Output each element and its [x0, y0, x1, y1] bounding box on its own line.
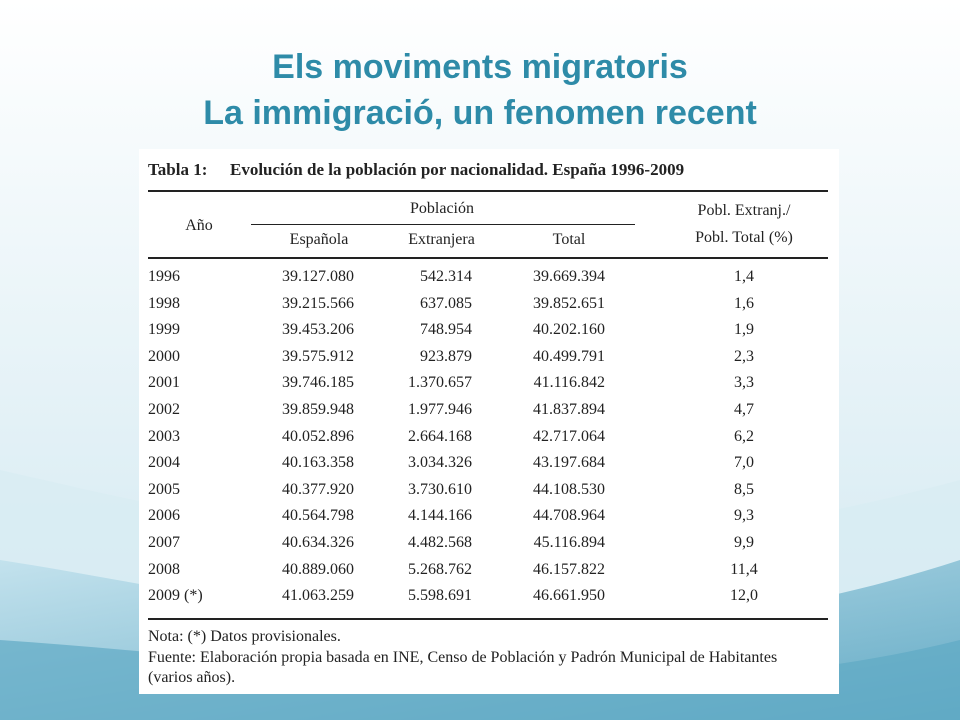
- cell-foreign: 637.085: [420, 294, 472, 312]
- cell-foreign: 542.314: [420, 268, 472, 285]
- cell-spanish: 40.377.920: [282, 480, 354, 498]
- cell-spanish: 39.746.185: [282, 374, 354, 392]
- cell-total: 42.717.064: [533, 427, 605, 445]
- cell-foreign: 3.730.610: [408, 480, 472, 498]
- table-source-line1: Fuente: Elaboración propia basada en INE…: [148, 649, 778, 666]
- cell-total: 46.661.950: [533, 587, 605, 605]
- table-panel: Tabla 1: Evolución de la población por na…: [139, 149, 839, 694]
- cell-ratio: 1,4: [734, 268, 754, 285]
- cell-total: 44.108.530: [533, 480, 605, 498]
- cell-year: 2004: [148, 454, 180, 472]
- header-spanish: Española: [289, 231, 349, 248]
- cell-total: 40.499.791: [533, 347, 605, 365]
- cell-ratio: 1,6: [734, 294, 754, 312]
- table-caption: Tabla 1: Evolución de la población por na…: [148, 160, 684, 180]
- cell-ratio: 8,5: [734, 480, 754, 498]
- cell-spanish: 39.127.080: [282, 268, 354, 285]
- cell-spanish: 40.889.060: [282, 560, 354, 578]
- cell-ratio: 7,0: [734, 454, 754, 472]
- cell-year: 2000: [148, 347, 180, 365]
- cell-year: 2007: [148, 534, 180, 551]
- cell-year: 1998: [148, 294, 180, 312]
- cell-year: 2005: [148, 480, 180, 498]
- cell-ratio: 1,9: [734, 321, 754, 339]
- header-total: Total: [552, 231, 586, 248]
- table-caption-text: Evolución de la población por nacionalid…: [230, 160, 685, 179]
- cell-total: 39.669.394: [533, 268, 605, 285]
- cell-foreign: 1.977.946: [408, 401, 472, 418]
- cell-year: 2003: [148, 427, 180, 445]
- cell-total: 45.116.894: [533, 534, 605, 551]
- cell-ratio: 6,2: [734, 427, 754, 445]
- table-source-line2: (varios años).: [148, 669, 236, 686]
- cell-spanish: 40.564.798: [282, 507, 354, 525]
- cell-spanish: 39.575.912: [282, 347, 354, 365]
- slide-title-line1: Els moviments migratoris: [272, 48, 688, 86]
- slide-title: Els moviments migratoris La immigració, …: [0, 44, 960, 136]
- cell-foreign: 4.482.568: [408, 534, 472, 551]
- population-rule: [251, 224, 635, 225]
- cell-spanish: 39.453.206: [282, 321, 354, 339]
- cell-ratio: 2,3: [734, 347, 754, 365]
- bottom-rule: [148, 618, 828, 620]
- table-note: Nota: (*) Datos provisionales.: [148, 628, 341, 645]
- header-ratio-line2: Pobl. Total (%): [695, 229, 793, 246]
- table-label: Tabla 1:: [148, 160, 208, 179]
- cell-foreign: 748.954: [420, 321, 472, 339]
- cell-foreign: 5.598.691: [408, 587, 472, 605]
- cell-foreign: 2.664.168: [408, 427, 472, 445]
- cell-foreign: 1.370.657: [408, 374, 472, 392]
- cell-ratio: 11,4: [730, 560, 758, 578]
- cell-spanish: 39.859.948: [282, 401, 354, 418]
- cell-ratio: 4,7: [734, 401, 754, 418]
- cell-total: 43.197.684: [533, 454, 605, 472]
- cell-total: 41.116.842: [533, 374, 605, 392]
- cell-year: 2006: [148, 507, 180, 525]
- cell-total: 46.157.822: [533, 560, 605, 578]
- cell-foreign: 4.144.166: [408, 507, 472, 525]
- cell-ratio: 9,9: [734, 534, 754, 551]
- cell-ratio: 12,0: [730, 587, 758, 605]
- cell-spanish: 40.052.896: [282, 427, 354, 445]
- cell-foreign: 3.034.326: [408, 454, 472, 472]
- cell-foreign: 5.268.762: [408, 560, 472, 578]
- slide-title-line2: La immigració, un fenomen recent: [203, 94, 757, 132]
- top-rule: [148, 190, 828, 192]
- cell-year: 2001: [148, 374, 180, 392]
- header-year: Año: [185, 217, 213, 234]
- cell-spanish: 41.063.259: [282, 587, 354, 605]
- cell-ratio: 3,3: [734, 374, 754, 392]
- header-rule: [148, 257, 828, 259]
- cell-year: 2008: [148, 560, 180, 578]
- cell-spanish: 39.215.566: [282, 294, 354, 312]
- header-foreign: Extranjera: [408, 231, 475, 248]
- cell-year: 2009 (*): [148, 587, 203, 605]
- cell-total: 44.708.964: [533, 507, 605, 525]
- header-ratio-line1: Pobl. Extranj./: [697, 202, 791, 219]
- cell-spanish: 40.634.326: [282, 534, 354, 551]
- cell-year: 1996: [148, 268, 180, 285]
- cell-total: 39.852.651: [533, 294, 605, 312]
- cell-year: 2002: [148, 401, 180, 418]
- cell-ratio: 9,3: [734, 507, 754, 525]
- cell-foreign: 923.879: [420, 347, 472, 365]
- cell-spanish: 40.163.358: [282, 454, 354, 472]
- cell-total: 40.202.160: [533, 321, 605, 339]
- header-population: Población: [410, 200, 474, 217]
- cell-year: 1999: [148, 321, 180, 339]
- cell-total: 41.837.894: [533, 401, 605, 418]
